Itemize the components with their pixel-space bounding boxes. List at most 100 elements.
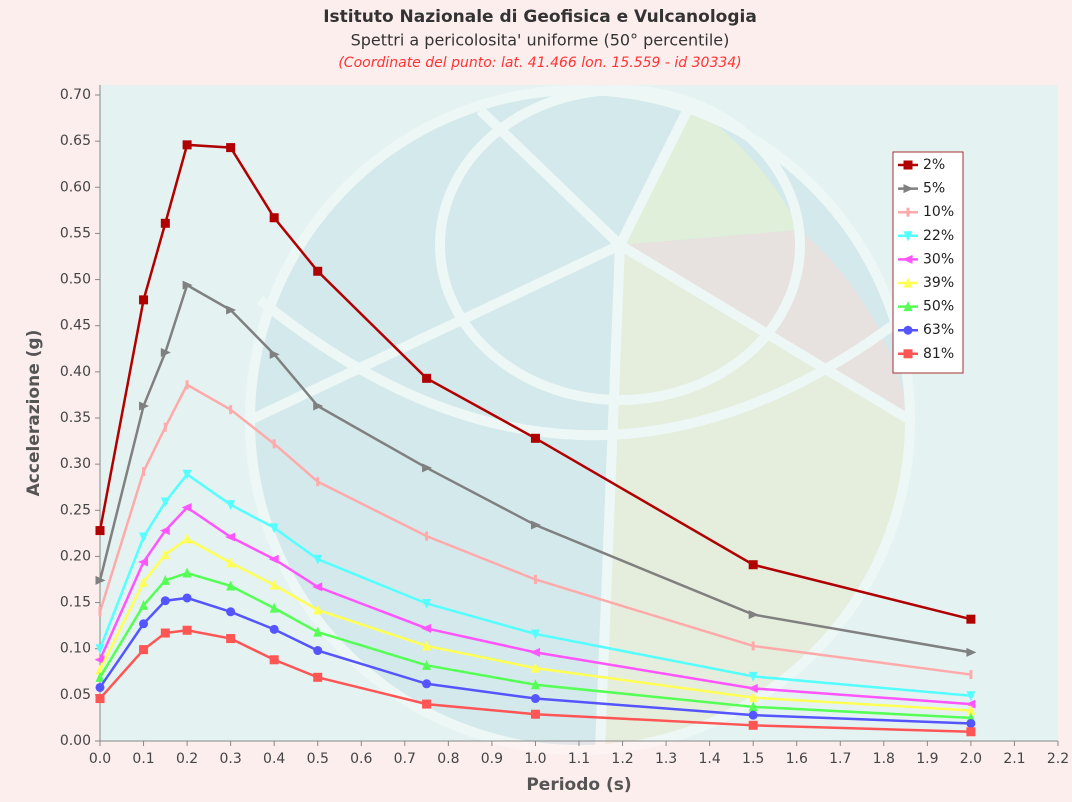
marker bbox=[530, 694, 540, 704]
y-tick-label: 0.55 bbox=[60, 225, 91, 241]
marker bbox=[163, 422, 167, 432]
y-tick-label: 0.70 bbox=[60, 87, 91, 103]
marker bbox=[272, 439, 276, 449]
marker bbox=[226, 634, 236, 644]
legend-marker bbox=[903, 231, 913, 242]
marker bbox=[95, 644, 105, 655]
legend-label: 81% bbox=[923, 346, 954, 362]
marker bbox=[226, 607, 236, 617]
marker bbox=[139, 295, 149, 305]
marker bbox=[751, 641, 755, 651]
marker bbox=[269, 349, 280, 359]
marker bbox=[969, 670, 973, 680]
marker bbox=[965, 699, 976, 709]
marker bbox=[225, 532, 236, 542]
marker bbox=[421, 623, 432, 633]
marker bbox=[139, 532, 149, 543]
marker bbox=[425, 531, 429, 541]
marker bbox=[748, 671, 758, 682]
x-tick-label: 0.9 bbox=[481, 751, 503, 767]
x-tick-label: 2.1 bbox=[1003, 751, 1025, 767]
marker bbox=[748, 720, 758, 730]
marker bbox=[966, 691, 976, 702]
y-tick-label: 0.20 bbox=[60, 548, 91, 564]
marker bbox=[422, 463, 433, 473]
marker bbox=[313, 266, 323, 276]
marker bbox=[530, 520, 541, 530]
chart-subtitle: Spettri a pericolosita' uniforme (50° pe… bbox=[351, 31, 730, 50]
legend-marker bbox=[903, 301, 913, 312]
marker bbox=[966, 647, 977, 657]
marker bbox=[182, 567, 192, 578]
marker bbox=[139, 599, 149, 610]
marker bbox=[226, 580, 236, 591]
marker bbox=[182, 593, 192, 603]
legend-marker bbox=[903, 277, 913, 288]
x-tick-label: 0.6 bbox=[350, 751, 372, 767]
marker bbox=[748, 610, 759, 620]
y-tick-label: 0.25 bbox=[60, 502, 91, 518]
marker bbox=[313, 604, 323, 615]
x-axis-label: Periodo (s) bbox=[526, 775, 631, 795]
y-tick-label: 0.00 bbox=[60, 733, 91, 749]
marker bbox=[748, 710, 758, 720]
legend bbox=[892, 151, 964, 374]
marker bbox=[182, 469, 192, 480]
legend-marker bbox=[903, 349, 913, 359]
marker bbox=[95, 671, 105, 682]
legend-marker bbox=[903, 160, 913, 170]
x-tick-label: 1.5 bbox=[742, 751, 764, 767]
x-tick-label: 0.0 bbox=[89, 751, 111, 767]
x-tick-label: 1.7 bbox=[829, 751, 851, 767]
marker bbox=[139, 576, 149, 587]
marker bbox=[138, 557, 149, 567]
legend-label: 5% bbox=[923, 181, 945, 197]
marker bbox=[226, 500, 236, 511]
marker bbox=[530, 709, 540, 719]
legend-marker bbox=[902, 254, 913, 264]
chart-title: Istituto Nazionale di Geofisica e Vulcan… bbox=[323, 7, 757, 27]
legend-label: 22% bbox=[923, 228, 954, 244]
annotation: (Coordinate del punto: lat. 41.466 lon. … bbox=[338, 55, 741, 71]
marker bbox=[94, 655, 105, 665]
x-tick-label: 1.4 bbox=[699, 751, 721, 767]
marker bbox=[748, 560, 758, 570]
legend-label: 50% bbox=[923, 299, 954, 315]
marker bbox=[422, 679, 432, 689]
y-tick-label: 0.45 bbox=[60, 318, 91, 334]
marker bbox=[313, 646, 323, 656]
marker bbox=[748, 701, 758, 712]
marker bbox=[422, 640, 432, 651]
marker bbox=[966, 705, 976, 716]
marker bbox=[269, 602, 279, 613]
marker bbox=[95, 575, 106, 585]
marker bbox=[530, 433, 540, 443]
marker bbox=[966, 614, 976, 624]
marker bbox=[533, 575, 537, 584]
x-tick-label: 0.8 bbox=[437, 751, 459, 767]
x-tick-label: 0.3 bbox=[220, 751, 242, 767]
marker bbox=[269, 523, 279, 534]
marker bbox=[529, 647, 540, 657]
marker bbox=[268, 554, 279, 564]
marker bbox=[422, 659, 432, 670]
x-tick-label: 1.6 bbox=[786, 751, 808, 767]
legend-marker bbox=[906, 207, 910, 217]
legend-label: 2% bbox=[923, 157, 945, 173]
marker bbox=[160, 218, 170, 228]
marker bbox=[182, 280, 193, 290]
legend-marker bbox=[903, 184, 914, 194]
marker bbox=[530, 662, 540, 673]
x-tick-label: 2.0 bbox=[960, 751, 982, 767]
marker bbox=[160, 574, 170, 585]
marker bbox=[139, 619, 149, 629]
marker bbox=[139, 645, 149, 655]
y-tick-label: 0.30 bbox=[60, 456, 91, 472]
globe-watermark bbox=[245, 85, 915, 755]
marker bbox=[226, 143, 236, 153]
marker bbox=[159, 526, 170, 536]
marker bbox=[142, 467, 146, 477]
x-tick-label: 2.2 bbox=[1047, 751, 1069, 767]
y-tick-label: 0.35 bbox=[60, 410, 91, 426]
marker bbox=[269, 624, 279, 634]
